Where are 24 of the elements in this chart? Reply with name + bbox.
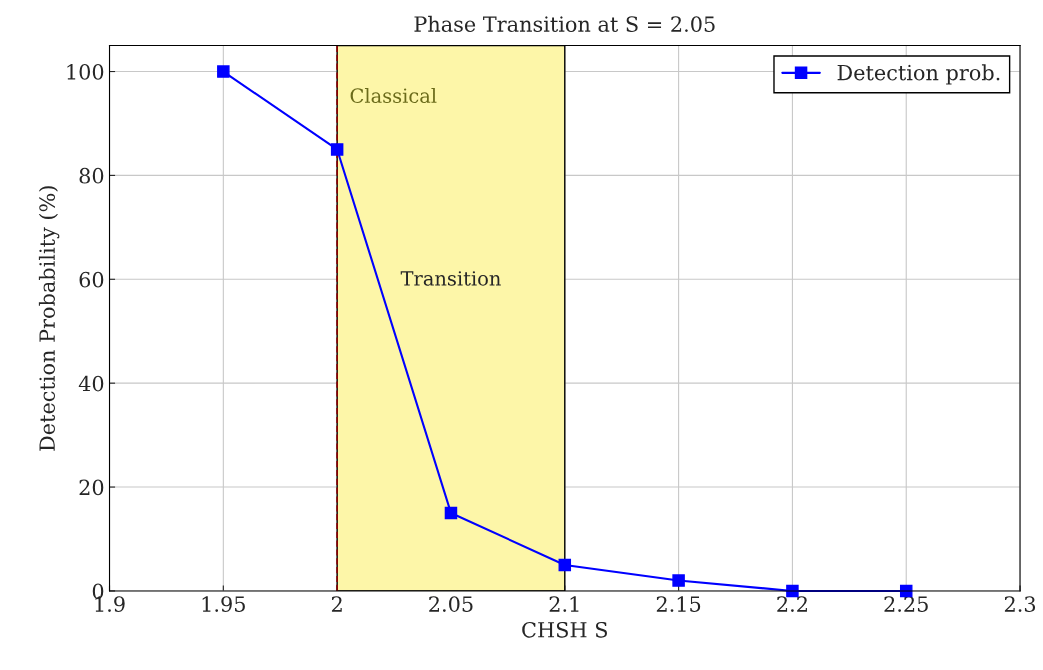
x-tick-label: 2.25 xyxy=(884,596,928,612)
point xyxy=(558,558,572,572)
x-tick-label: 2.05 xyxy=(429,596,473,612)
ref-line-label: Classical xyxy=(350,87,437,104)
band-label: Transition xyxy=(400,271,501,286)
point xyxy=(330,143,344,156)
x-tick-label: 1.95 xyxy=(202,596,245,612)
legend-label: Detection prob. xyxy=(837,64,1000,85)
point xyxy=(217,65,230,78)
x-tick-label: 2.15 xyxy=(656,596,701,612)
x-axis-title: CHSH S xyxy=(522,621,607,638)
y-tick-label: 40 xyxy=(78,375,104,392)
y-axis-title: Detection Probability (%) xyxy=(38,186,60,451)
x-tick-label: 2.2 xyxy=(777,596,807,612)
y-tick-label: 100 xyxy=(67,63,104,80)
x-tick-label: 2 xyxy=(331,596,342,612)
point xyxy=(444,506,458,520)
y-tick-label: 80 xyxy=(79,167,104,184)
chart-title: Phase Transition at S = 2.05 xyxy=(414,15,715,32)
point xyxy=(672,574,685,587)
x-tick-label: 2.3 xyxy=(1004,596,1036,612)
y-tick-label: 60 xyxy=(79,271,104,288)
x-tick-label: 2.1 xyxy=(549,596,579,612)
y-tick-label: 20 xyxy=(79,479,104,496)
